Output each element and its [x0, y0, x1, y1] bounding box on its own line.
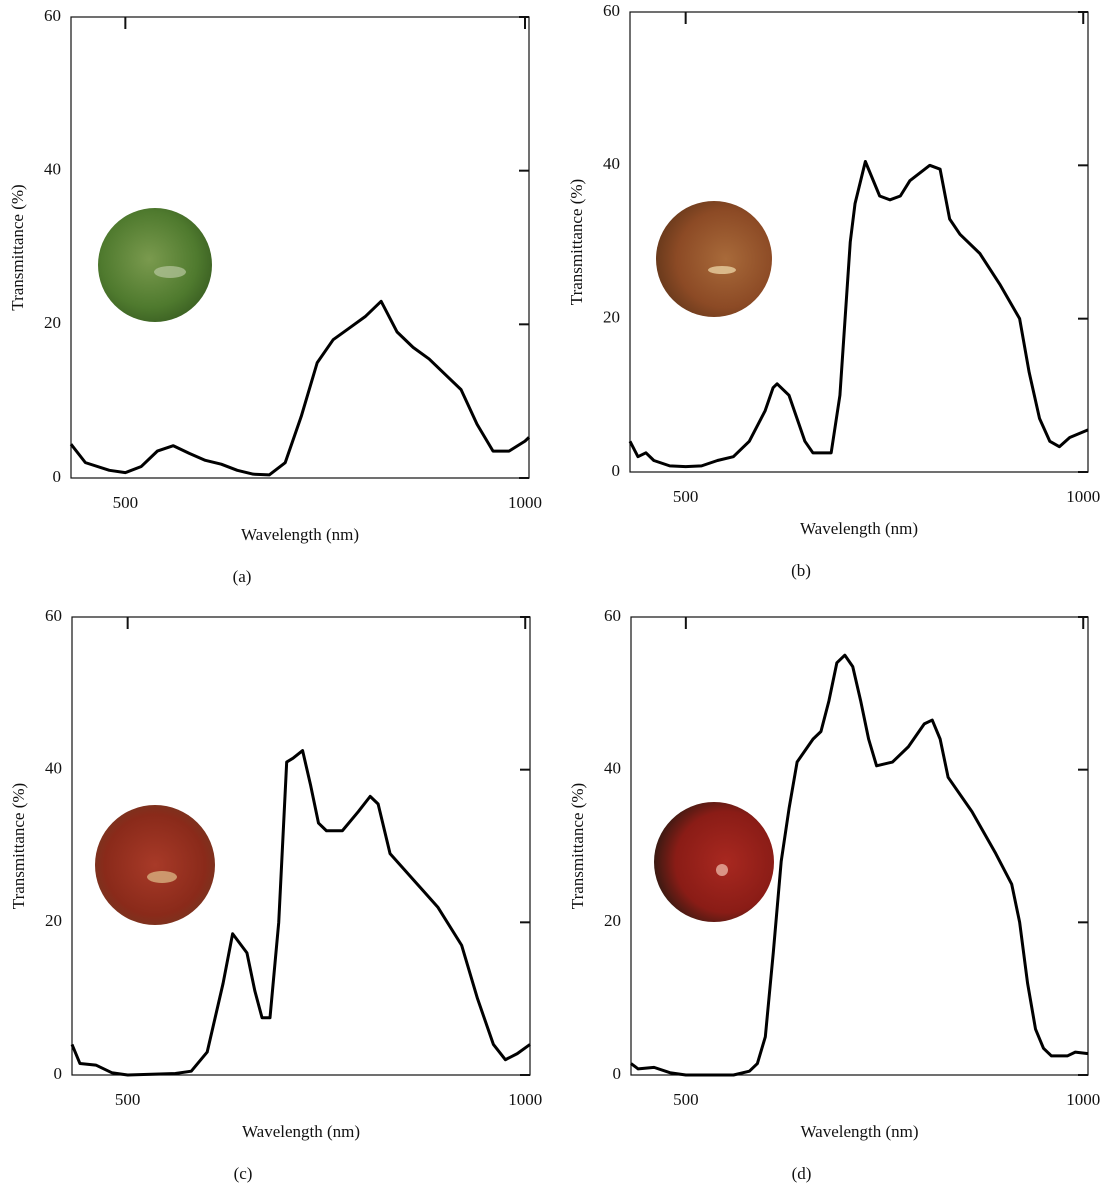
panel-caption: (c)	[234, 1164, 253, 1183]
panel-caption: (a)	[233, 567, 252, 586]
tomato-image	[98, 208, 212, 322]
y-tick-label: 40	[45, 759, 62, 778]
highlight	[154, 266, 186, 278]
line	[69, 299, 531, 477]
y-tick-label: 0	[612, 461, 621, 480]
line	[630, 653, 1089, 1077]
highlight	[716, 864, 728, 876]
y-tick-label: 0	[54, 1064, 63, 1083]
panel-caption: (b)	[791, 561, 811, 580]
plot-frame	[70, 16, 530, 479]
line	[70, 749, 531, 1077]
y-axis-label: Transmittance (%)	[9, 783, 28, 909]
y-tick-label: 0	[53, 467, 62, 486]
highlight	[147, 871, 177, 883]
y-tick-label: 20	[603, 308, 620, 327]
y-tick-label: 60	[45, 606, 62, 625]
x-tick-label: 1000	[1066, 487, 1100, 506]
tomato-image	[656, 201, 772, 317]
x-tick-label: 500	[113, 493, 139, 512]
tomato-image	[95, 805, 215, 925]
y-tick-label: 20	[44, 313, 61, 332]
y-tick-label: 40	[603, 154, 620, 173]
x-tick-label: 500	[673, 487, 699, 506]
y-tick-label: 0	[613, 1064, 622, 1083]
highlight	[708, 266, 736, 274]
y-tick-label: 40	[604, 759, 621, 778]
y-tick-label: 60	[603, 1, 620, 20]
x-tick-label: 500	[115, 1090, 141, 1109]
x-tick-label: 1000	[1066, 1090, 1100, 1109]
y-tick-label: 60	[604, 606, 621, 625]
x-tick-label: 1000	[508, 493, 542, 512]
x-tick-label: 500	[673, 1090, 699, 1109]
y-axis-label: Transmittance (%)	[8, 184, 27, 310]
x-tick-label: 1000	[508, 1090, 542, 1109]
x-axis-label: Wavelength (nm)	[242, 1122, 360, 1141]
y-axis-label: Transmittance (%)	[568, 783, 587, 909]
tomato-image	[654, 802, 774, 922]
plot-frame	[71, 616, 531, 1076]
panel-caption: (d)	[792, 1164, 812, 1183]
line	[628, 160, 1089, 469]
plot-frame	[630, 616, 1089, 1076]
y-tick-label: 20	[604, 911, 621, 930]
y-tick-label: 40	[44, 160, 61, 179]
y-axis-label: Transmittance (%)	[567, 179, 586, 305]
y-tick-label: 60	[44, 6, 61, 25]
x-axis-label: Wavelength (nm)	[800, 1122, 918, 1141]
x-axis-label: Wavelength (nm)	[800, 519, 918, 538]
y-tick-label: 20	[45, 911, 62, 930]
x-axis-label: Wavelength (nm)	[241, 525, 359, 544]
plot-frame	[629, 11, 1089, 473]
